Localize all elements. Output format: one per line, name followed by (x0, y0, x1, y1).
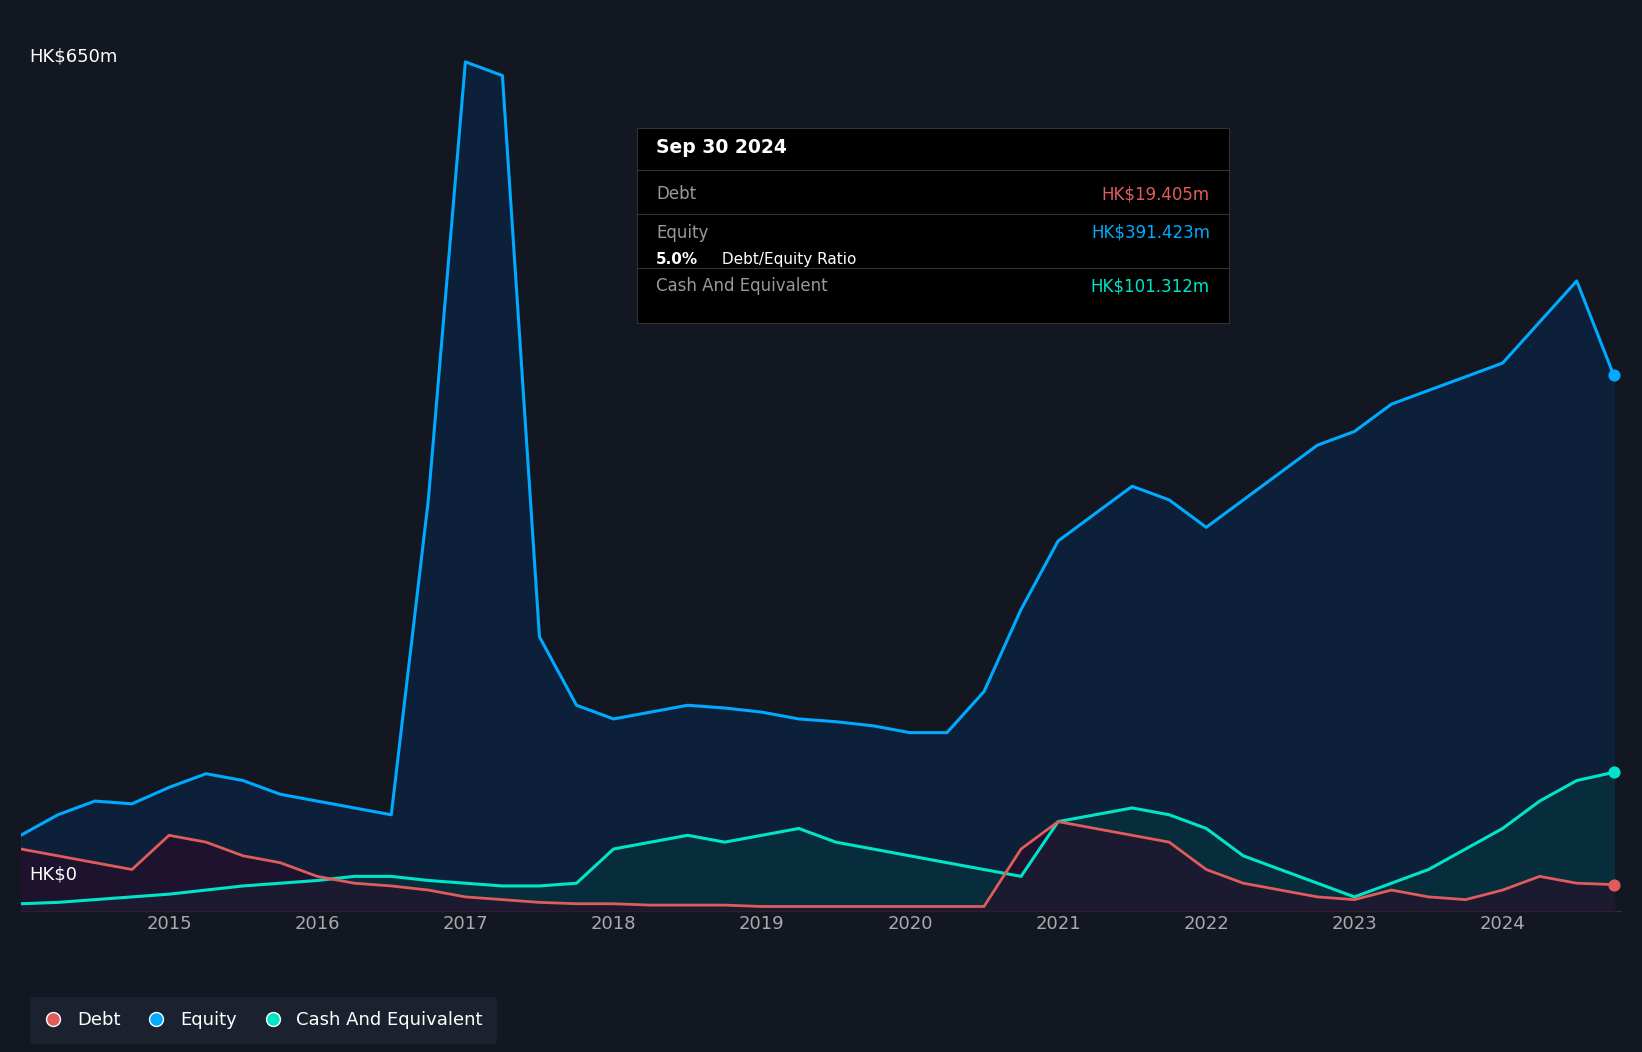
Text: Debt: Debt (657, 185, 696, 203)
Text: HK$0: HK$0 (30, 866, 77, 884)
Text: Cash And Equivalent: Cash And Equivalent (657, 277, 828, 295)
Legend: Debt, Equity, Cash And Equivalent: Debt, Equity, Cash And Equivalent (30, 997, 498, 1044)
Text: Debt/Equity Ratio: Debt/Equity Ratio (718, 252, 857, 267)
Text: Equity: Equity (657, 224, 709, 242)
Text: HK$391.423m: HK$391.423m (1090, 224, 1210, 242)
FancyBboxPatch shape (637, 127, 1230, 323)
Point (1601, 764, 1627, 781)
Point (1601, 876, 1627, 893)
Text: HK$19.405m: HK$19.405m (1102, 185, 1210, 203)
Text: HK$101.312m: HK$101.312m (1090, 277, 1210, 295)
Text: HK$650m: HK$650m (30, 47, 117, 65)
Text: 5.0%: 5.0% (657, 252, 698, 267)
Text: Sep 30 2024: Sep 30 2024 (657, 138, 787, 158)
Point (1601, 367, 1627, 384)
